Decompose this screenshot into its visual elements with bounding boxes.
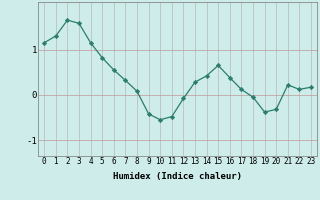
X-axis label: Humidex (Indice chaleur): Humidex (Indice chaleur) xyxy=(113,172,242,181)
